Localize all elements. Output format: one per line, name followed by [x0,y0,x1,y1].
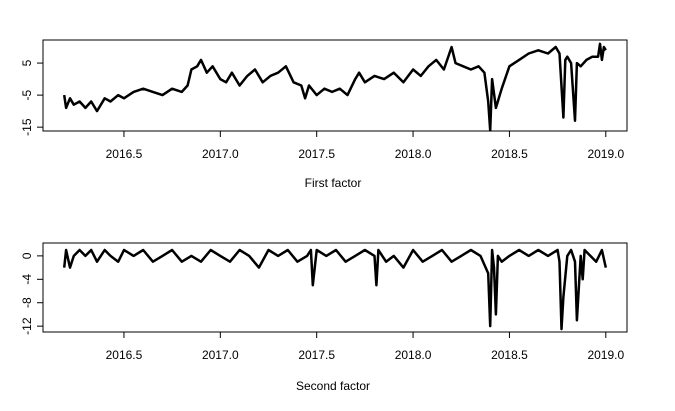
y-tick-label: -8 [20,297,34,308]
x-tick-label: 2017.0 [202,147,239,161]
x-axis-label: First factor [305,176,362,190]
y-tick-label: -15 [20,118,34,136]
x-tick-label: 2019.0 [587,348,624,362]
x-tick-label: 2018.0 [395,348,432,362]
series-line [62,42,607,132]
x-tick-label: 2018.0 [395,147,432,161]
x-tick-label: 2018.5 [491,348,528,362]
y-tick-label: -5 [20,89,34,100]
y-tick-label: -12 [20,317,34,335]
x-tick-label: 2017.5 [298,147,335,161]
x-axis-label: Second factor [296,379,370,393]
x-tick-label: 2019.0 [587,147,624,161]
y-tick-label: 0 [20,252,34,259]
plot-box [42,39,628,132]
x-tick-label: 2016.5 [106,147,143,161]
plot-box [42,242,628,333]
y-tick-label: 5 [20,59,34,66]
y-tick-label: -4 [20,274,34,285]
x-tick-label: 2018.5 [491,147,528,161]
x-tick-label: 2017.0 [202,348,239,362]
series-line [62,248,608,331]
x-tick-label: 2016.5 [106,348,143,362]
x-tick-label: 2017.5 [298,348,335,362]
